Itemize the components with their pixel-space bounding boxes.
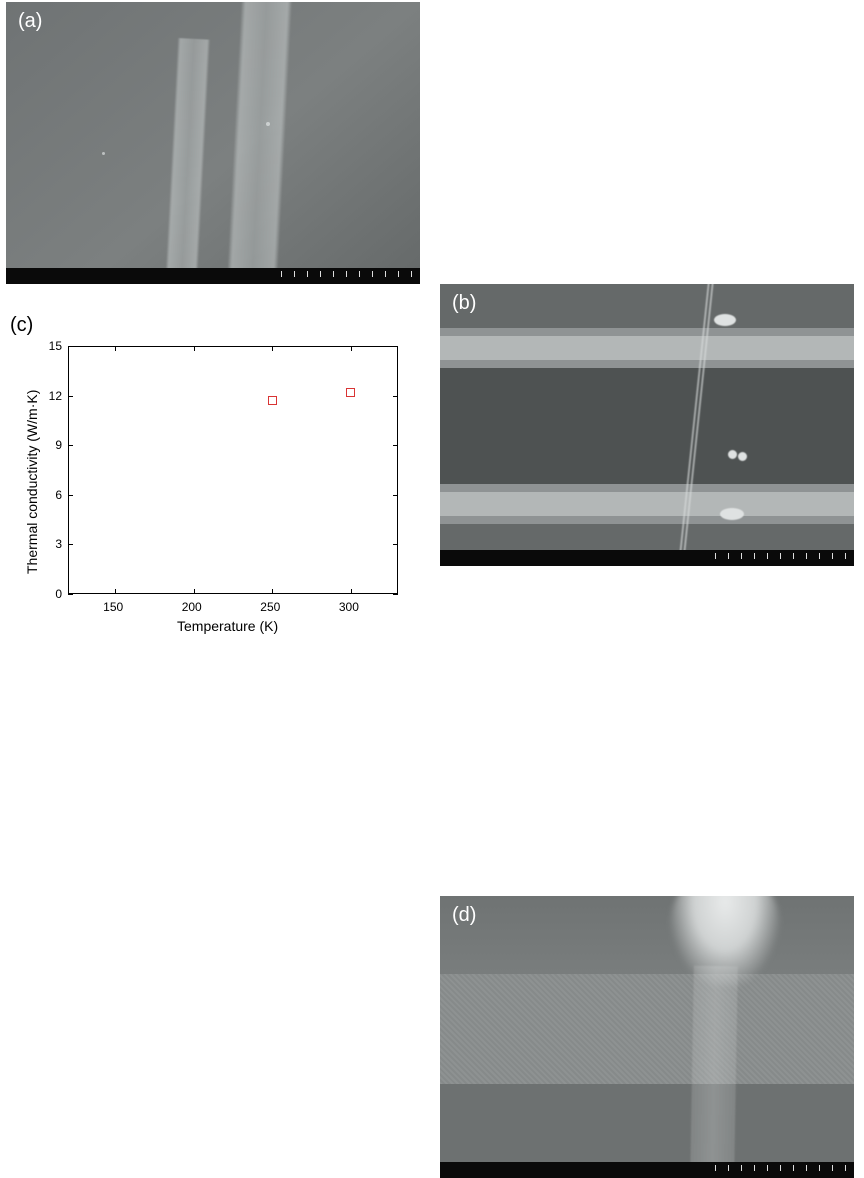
scalebar-tick [767, 553, 768, 559]
scalebar-tick [819, 1165, 820, 1171]
x-tick [272, 346, 273, 351]
scalebar-tick [728, 1165, 729, 1171]
scalebar-tick [346, 271, 347, 277]
speck [266, 122, 270, 126]
scalebar-tick [832, 553, 833, 559]
scalebar-tick [767, 1165, 768, 1171]
y-tick [68, 495, 73, 496]
x-tick [115, 346, 116, 351]
contact-dot [720, 508, 744, 520]
y-tick [68, 544, 73, 545]
y-tick-label: 9 [55, 438, 62, 452]
scalebar-tick [845, 553, 846, 559]
scalebar-tick [728, 553, 729, 559]
scalebar-tick [307, 271, 308, 277]
x-tick-label: 150 [103, 600, 123, 614]
y-tick [393, 544, 398, 545]
x-tick [194, 346, 195, 351]
nanostrip [165, 38, 210, 284]
scalebar-tick [741, 553, 742, 559]
scalebar-tick [806, 553, 807, 559]
panel-d-label: (d) [452, 904, 476, 927]
scalebar-tick [715, 1165, 716, 1171]
scalebar-tick [832, 1165, 833, 1171]
y-axis-label: Thermal conductivity (W/m·K) [24, 390, 40, 574]
x-tick-label: 300 [339, 600, 359, 614]
scalebar-tick [359, 271, 360, 277]
x-tick [272, 589, 273, 594]
y-tick [393, 346, 398, 347]
x-tick [115, 589, 116, 594]
panel-d-sem: (d) [440, 896, 854, 1178]
panel-c-label: (c) [10, 314, 33, 337]
scalebar-tick [793, 553, 794, 559]
plot-area [68, 346, 398, 594]
panel-d-scalebar [440, 1162, 854, 1178]
y-tick [393, 495, 398, 496]
x-tick [351, 589, 352, 594]
panel-a-sem: (a) [6, 2, 420, 284]
data-point [268, 396, 277, 405]
scalebar-tick [806, 1165, 807, 1171]
contact-dot [728, 450, 737, 459]
data-point [346, 388, 355, 397]
y-tick [393, 594, 398, 595]
y-tick [68, 445, 73, 446]
electrode-band-inner [440, 336, 854, 360]
contact-dot [714, 314, 736, 326]
scalebar-tick [780, 553, 781, 559]
y-tick-label: 15 [49, 339, 62, 353]
probe-pillar [670, 896, 780, 986]
scalebar-tick [294, 271, 295, 277]
scalebar-tick [320, 271, 321, 277]
electrode-band-inner [440, 492, 854, 516]
nanostrip-faint [690, 966, 738, 1178]
scalebar-tick [845, 1165, 846, 1171]
nanostrip [227, 2, 292, 284]
panel-b-scalebar [440, 550, 854, 566]
x-tick-label: 200 [182, 600, 202, 614]
y-tick [393, 396, 398, 397]
scalebar-tick [715, 553, 716, 559]
scalebar-tick [281, 271, 282, 277]
contact-dot [738, 452, 747, 461]
scalebar-tick [754, 1165, 755, 1171]
x-tick [351, 346, 352, 351]
y-tick-label: 12 [49, 389, 62, 403]
y-tick [68, 594, 73, 595]
scalebar-tick [793, 1165, 794, 1171]
textured-band [440, 974, 854, 1084]
panel-a-label: (a) [18, 10, 42, 33]
scalebar-tick [385, 271, 386, 277]
scalebar-tick [819, 553, 820, 559]
panel-a-scalebar [6, 268, 420, 284]
x-tick-label: 250 [260, 600, 280, 614]
scalebar-tick [411, 271, 412, 277]
y-tick-label: 0 [55, 587, 62, 601]
y-tick [68, 346, 73, 347]
scalebar-tick [372, 271, 373, 277]
scalebar-tick [741, 1165, 742, 1171]
panel-b-sem: (b) [440, 284, 854, 566]
scalebar-tick [780, 1165, 781, 1171]
y-tick [68, 396, 73, 397]
speck [102, 152, 105, 155]
scalebar-tick [333, 271, 334, 277]
panel-b-label: (b) [452, 292, 476, 315]
x-axis-label: Temperature (K) [177, 618, 278, 634]
scalebar-tick [754, 553, 755, 559]
y-tick-label: 3 [55, 537, 62, 551]
panel-c-plot: (c) Thermal conductivity (W/m·K) Tempera… [6, 316, 420, 642]
scalebar-tick [398, 271, 399, 277]
figure-root: (a) (b) (c) Thermal conductivity (W/m·K)… [0, 0, 864, 660]
y-tick-label: 6 [55, 488, 62, 502]
y-tick [393, 445, 398, 446]
x-tick [194, 589, 195, 594]
